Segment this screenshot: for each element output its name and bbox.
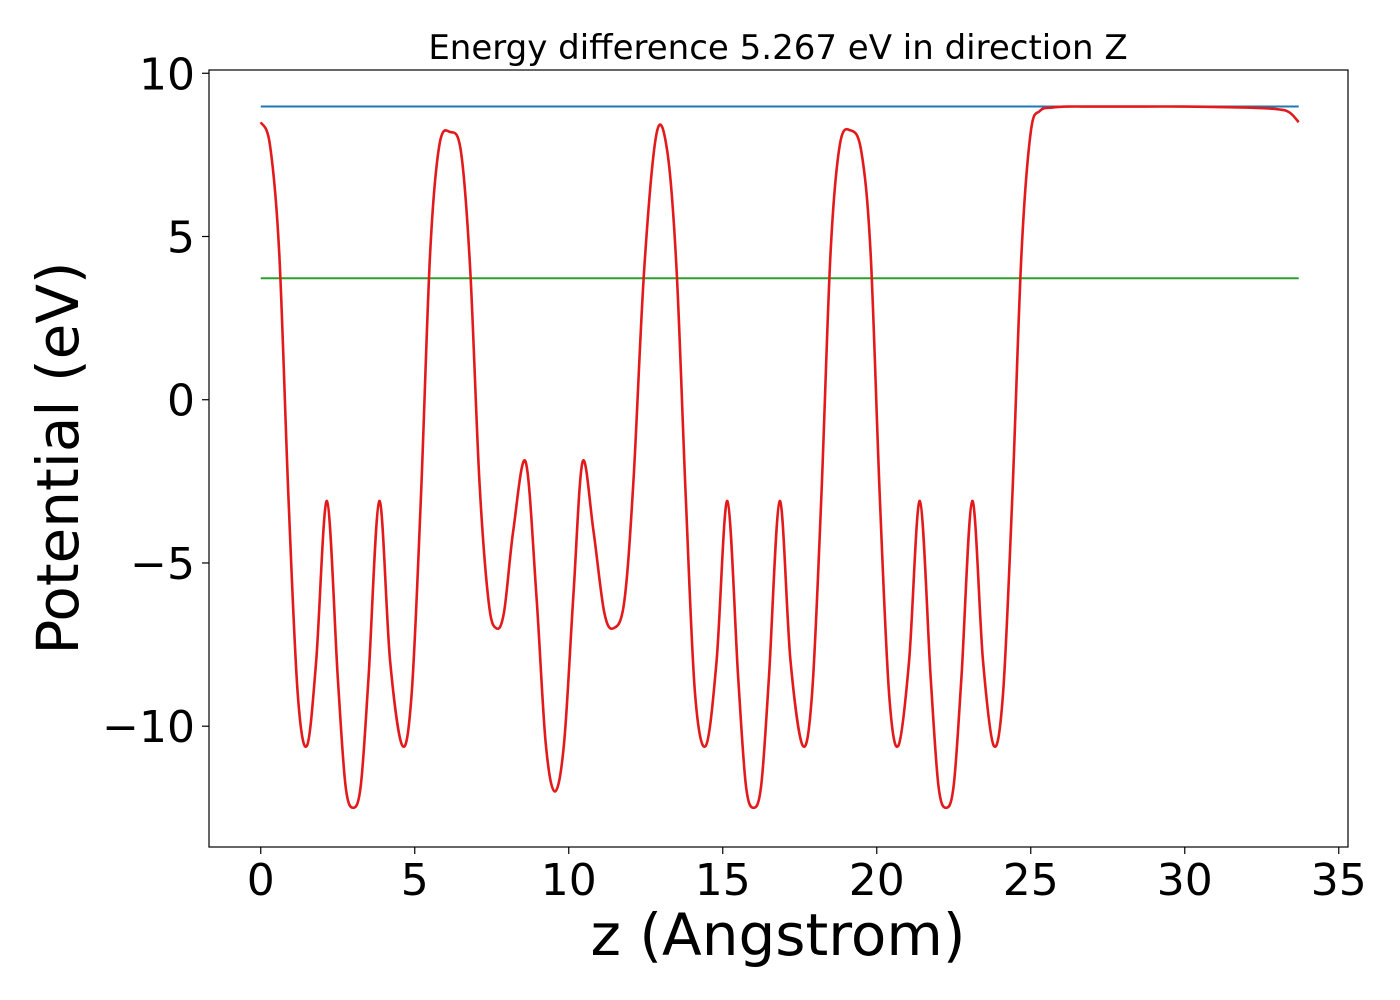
x-tick-label: 5 (401, 855, 429, 906)
x-tick-label: 25 (1003, 855, 1059, 906)
x-axis-label: z (Angstrom) (591, 901, 966, 969)
plot-frame (208, 69, 1349, 848)
x-tick-label: 15 (695, 855, 751, 906)
y-tick-label: −5 (130, 539, 195, 590)
series-layer (259, 105, 1300, 810)
x-tick-label: 10 (541, 855, 597, 906)
x-tick-label: 35 (1311, 855, 1367, 906)
y-axis: −10 −5 0 5 10 (102, 49, 209, 753)
series-line-2 (259, 105, 1300, 810)
x-tick-label: 0 (247, 855, 275, 906)
x-tick-label: 20 (849, 855, 905, 906)
y-tick-label: 0 (167, 376, 195, 427)
y-tick-label: −10 (102, 702, 195, 753)
y-tick-label: 10 (139, 49, 195, 100)
y-axis-label: Potential (eV) (24, 261, 92, 654)
plot-area (208, 69, 1349, 848)
x-tick-label: 30 (1157, 855, 1213, 906)
chart-title: Energy difference 5.267 eV in direction … (428, 28, 1127, 68)
y-tick-label: 5 (167, 213, 195, 264)
x-axis: 0 5 10 15 20 25 30 35 (247, 847, 1367, 906)
